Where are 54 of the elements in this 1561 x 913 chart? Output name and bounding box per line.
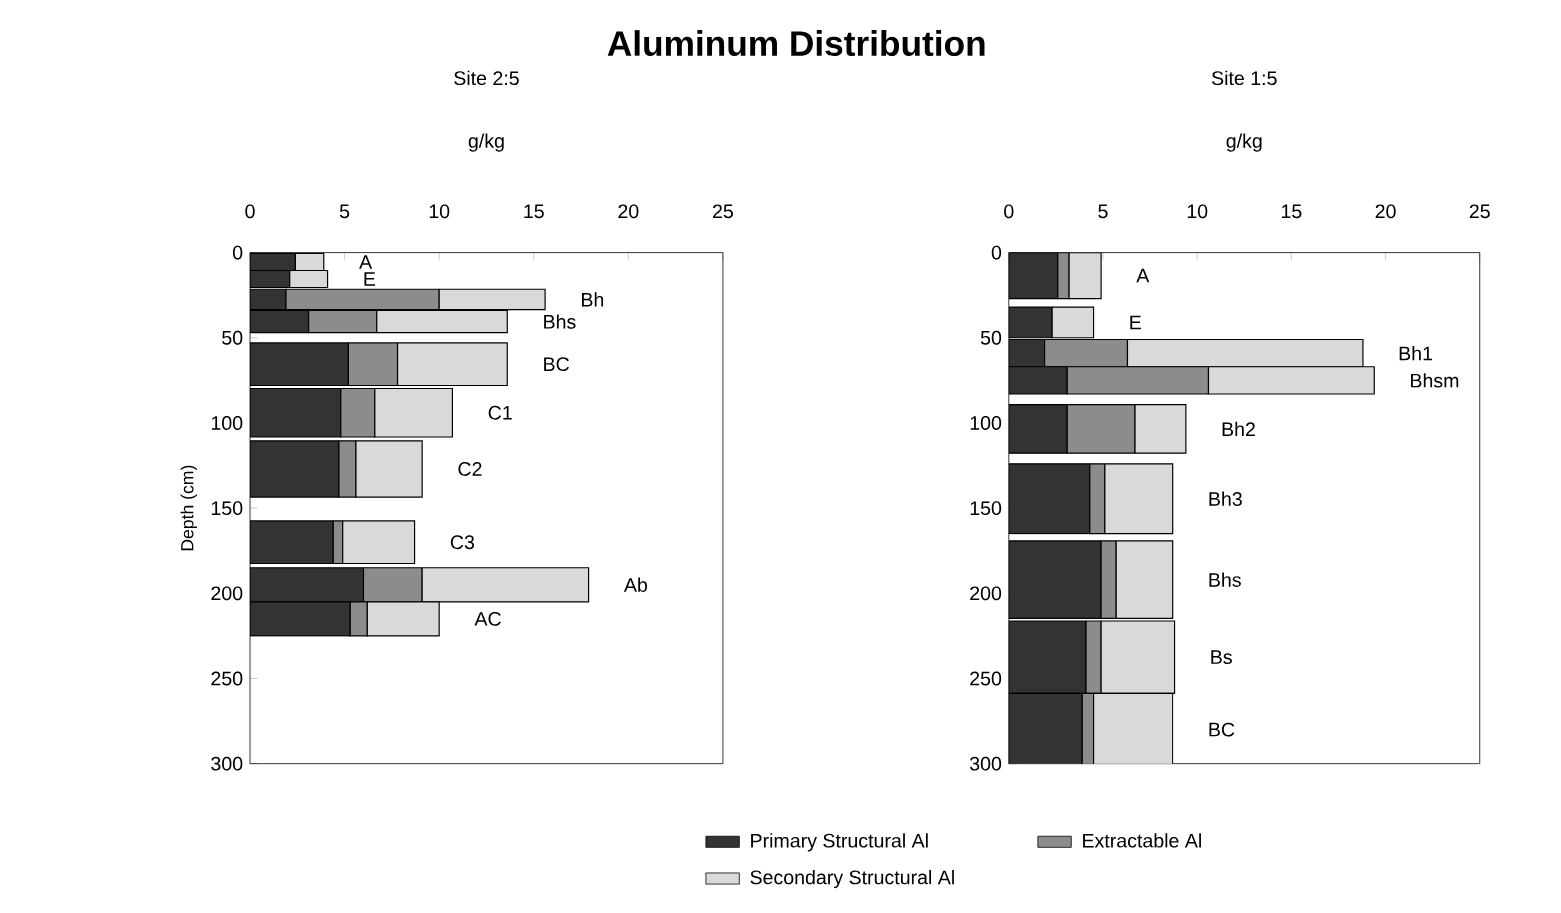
annotation: AC — [474, 612, 501, 627]
legend-label: Extractable Al — [1083, 833, 1201, 848]
legend-label: Primary Structural Al — [751, 833, 928, 852]
x-tick-label: 5 — [1098, 204, 1108, 219]
text: Aluminum Distribution — [607, 30, 985, 57]
x-tick-label: 10 — [429, 204, 450, 219]
y-tick-label: 250 — [970, 671, 1002, 686]
annotation: Bh3 — [1209, 491, 1242, 507]
y-axis-title: Depth (cm) — [180, 465, 197, 551]
x-tick-label: 25 — [1469, 204, 1490, 219]
y-tick-label: 150 — [211, 501, 243, 516]
x-tick-label: 25 — [713, 204, 733, 219]
y-tick-label: 100 — [970, 416, 1002, 431]
y-tick-label: 200 — [970, 586, 1002, 601]
chart-subtitle: Site 2:5 — [454, 70, 519, 86]
annotation: Bhsm — [1411, 373, 1459, 388]
x-tick-label: 15 — [1281, 204, 1302, 219]
y-tick-label: 300 — [969, 757, 1002, 771]
annotation: A — [1136, 269, 1150, 283]
annotation: E — [364, 272, 376, 286]
chart-subtitle: Site 1:5 — [1211, 70, 1277, 86]
annotation: C2 — [458, 462, 482, 477]
x-tick-label: 5 — [339, 204, 350, 219]
annotation: Bhs — [544, 314, 576, 330]
x-axis-title: g/kg — [468, 133, 504, 152]
y-tick-label: 250 — [211, 671, 243, 686]
annotation: Bs — [1211, 650, 1232, 665]
annotation: BC — [544, 357, 570, 372]
x-tick-label: 0 — [1004, 204, 1014, 219]
x-axis-title: g/kg — [1226, 133, 1262, 152]
annotation: E — [1130, 315, 1141, 330]
x-tick-label: 20 — [618, 204, 639, 219]
annotation: C1 — [488, 406, 512, 420]
legend-label: Secondary Structural Al — [750, 870, 954, 889]
annotation: Ab — [623, 577, 648, 593]
annotation: BC — [1209, 722, 1235, 737]
annotation: Bhs — [1209, 572, 1241, 588]
x-tick-label: 0 — [245, 204, 255, 219]
y-tick-label: 300 — [211, 757, 243, 771]
y-tick-label: 50 — [222, 331, 243, 345]
y-tick-label: 0 — [232, 245, 243, 260]
annotation: A — [359, 255, 373, 269]
annotation: Bh2 — [1222, 422, 1255, 437]
y-tick-label: 150 — [970, 501, 1002, 516]
x-tick-label: 10 — [1187, 204, 1208, 219]
y-tick-label: 50 — [980, 331, 1002, 345]
y-tick-label: 200 — [211, 586, 243, 601]
y-tick-label: 0 — [991, 245, 1002, 260]
y-tick-label: 100 — [211, 416, 243, 431]
annotation: C3 — [450, 535, 475, 550]
x-tick-label: 20 — [1375, 204, 1396, 219]
annotation: Bh1 — [1399, 346, 1433, 361]
x-tick-label: 15 — [524, 204, 544, 219]
annotation: Bh — [581, 292, 604, 307]
